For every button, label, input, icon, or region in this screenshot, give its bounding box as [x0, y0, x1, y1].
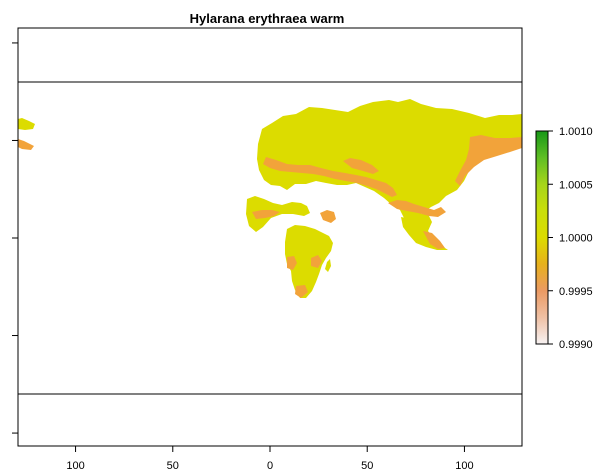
legend-label: 0.9990	[559, 339, 593, 351]
legend: 1.0010 1.0005 1.0000 0.9995 0.9990	[535, 126, 593, 351]
range-eurasia-orange-band	[263, 157, 397, 197]
range-africa	[285, 225, 333, 298]
legend-label: 1.0010	[559, 126, 593, 138]
range-madagascar	[325, 259, 331, 272]
map-title: Hylarana erythraea warm	[190, 11, 345, 26]
legend-label: 1.0005	[559, 179, 593, 191]
range-east-asia-orange-edge	[455, 135, 522, 186]
x-tick-label: 50	[361, 460, 373, 472]
x-axis: 100 50 0 50 100	[66, 446, 474, 472]
x-tick-label: 100	[66, 460, 84, 472]
range-himalaya-orange-edge	[388, 200, 446, 217]
plot-background	[18, 28, 522, 446]
range-mediterranean	[246, 196, 310, 232]
x-tick-label: 50	[167, 460, 179, 472]
legend-ticks	[548, 130, 553, 345]
y-axis	[12, 42, 18, 434]
range-south-africa-orange-tip	[295, 285, 308, 298]
x-tick-label: 0	[267, 460, 273, 472]
legend-label: 1.0000	[559, 233, 593, 245]
plot-area	[18, 28, 522, 446]
species-range-layer	[18, 99, 522, 298]
range-mediterranean-orange-edge	[252, 210, 280, 219]
range-north-america-fragment	[18, 118, 35, 130]
range-eurasia	[257, 99, 522, 225]
range-arabia-orange-edge	[320, 210, 336, 223]
range-west-asia-orange-patch	[343, 158, 379, 174]
x-tick-label: 100	[455, 460, 473, 472]
legend-label: 0.9995	[559, 286, 593, 298]
range-north-america-orange-edge	[18, 139, 34, 150]
range-africa-orange-patch-west	[287, 256, 297, 270]
legend-labels: 1.0010 1.0005 1.0000 0.9995 0.9990	[559, 126, 593, 351]
legend-color-bar	[536, 131, 548, 344]
range-africa-orange-patch-east	[311, 255, 322, 268]
range-southeast-asia-orange-edge	[423, 231, 445, 249]
